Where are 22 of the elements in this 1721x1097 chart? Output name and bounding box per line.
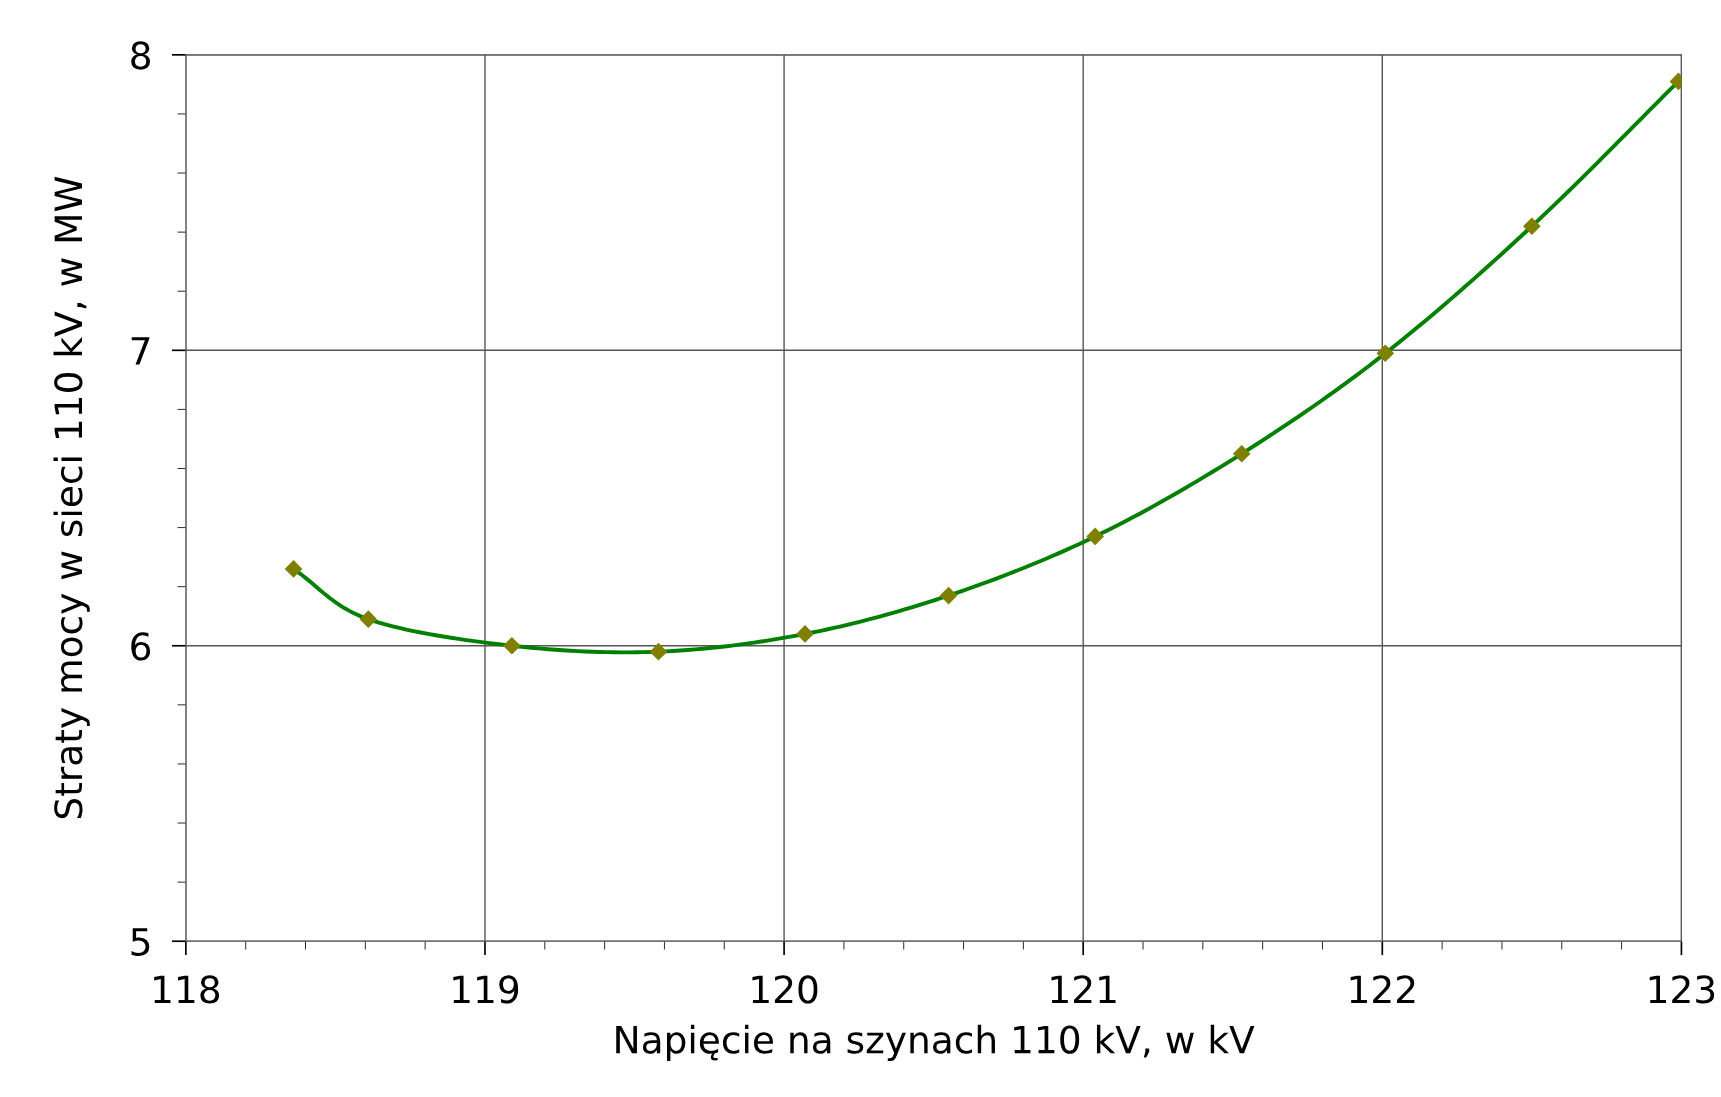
point bbox=[649, 643, 668, 661]
x-axis-title: Napięcie na szynach 110 kV, w kV bbox=[616, 1024, 1255, 1062]
y-tick-label: 8 bbox=[131, 41, 150, 70]
x-tick-label: 121 bbox=[1051, 975, 1116, 1004]
y-tick-label: 6 bbox=[131, 632, 151, 661]
point bbox=[796, 625, 814, 643]
point bbox=[1523, 217, 1541, 235]
point bbox=[1376, 344, 1394, 362]
point bbox=[940, 586, 958, 605]
point bbox=[284, 560, 303, 578]
point bbox=[503, 637, 521, 655]
x-tick-label: 120 bbox=[752, 975, 818, 1004]
y-tick-label: 5 bbox=[131, 928, 150, 957]
y-axis-title: Straty mocy w sieci 110 kV, w MW bbox=[53, 176, 90, 819]
x-tick-label: 118 bbox=[154, 975, 220, 1004]
x-tick-label: 119 bbox=[453, 975, 519, 1004]
x-tick-label: 122 bbox=[1350, 975, 1415, 1004]
y-tick-label: 7 bbox=[131, 337, 150, 365]
x-tick-label: 123 bbox=[1649, 975, 1715, 1004]
point bbox=[1233, 445, 1251, 463]
point bbox=[359, 610, 377, 628]
point bbox=[1086, 527, 1104, 545]
